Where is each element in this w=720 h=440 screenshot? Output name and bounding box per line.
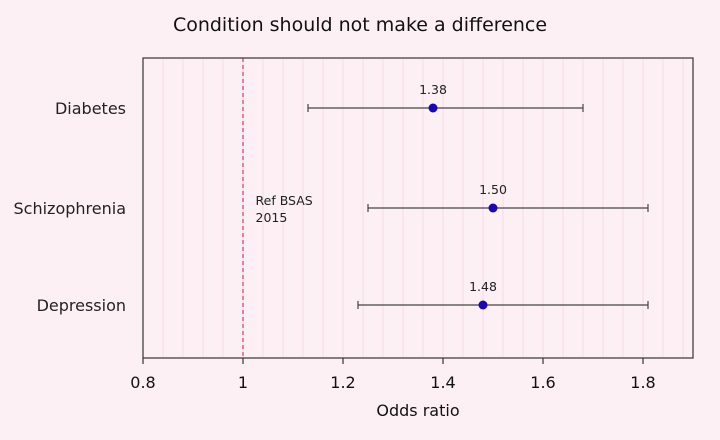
category-label: Schizophrenia (14, 199, 126, 218)
x-tick-label: 0.8 (130, 373, 155, 392)
value-label: 1.50 (479, 182, 507, 197)
data-marks: Diabetes 1.38 Schizophrenia 1.50 Depression 1… (14, 82, 649, 315)
forest-row: Schizophrenia 1.50 (14, 182, 649, 218)
category-label: Diabetes (55, 99, 126, 118)
annotation-line: 2015 (256, 210, 288, 225)
estimate-point (428, 103, 438, 113)
plot-frame (142, 57, 694, 359)
x-tick-label: 1.2 (330, 373, 355, 392)
x-axis-ticks: 0.8 1 1.2 1.4 1.6 1.8 (130, 358, 656, 392)
chart-title: Condition should not make a difference (173, 14, 547, 36)
x-tick-label: 1.8 (630, 373, 655, 392)
value-label: 1.38 (419, 82, 447, 97)
forest-row: Depression 1.48 (37, 279, 649, 315)
x-tick-label: 1 (238, 373, 248, 392)
value-label: 1.48 (469, 279, 497, 294)
estimate-point (478, 300, 488, 310)
x-tick-label: 1.6 (530, 373, 555, 392)
x-tick-label: 1.4 (430, 373, 455, 392)
category-label: Depression (37, 296, 126, 315)
x-axis-label: Odds ratio (376, 401, 459, 420)
annotation-line: Ref BSAS (256, 193, 313, 208)
forest-row: Diabetes 1.38 (55, 82, 584, 118)
estimate-point (488, 203, 498, 213)
reference-annotation: Ref BSAS 2015 (256, 193, 313, 225)
